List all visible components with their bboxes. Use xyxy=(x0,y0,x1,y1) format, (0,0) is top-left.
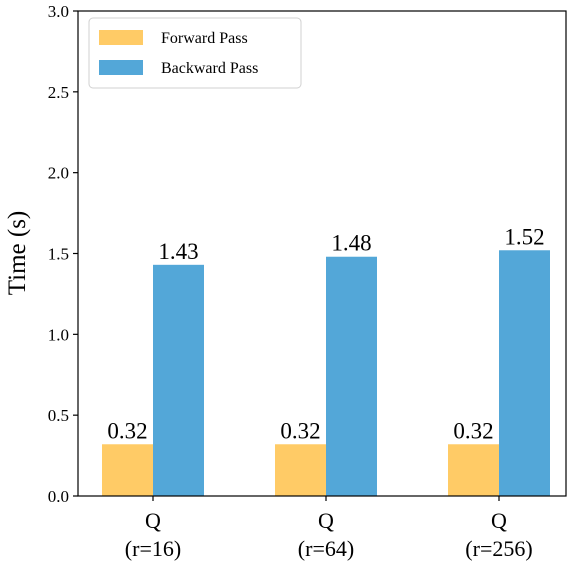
y-tick-label: 2.5 xyxy=(48,83,69,102)
x-category-label: Q xyxy=(145,508,161,533)
bar-backward-2 xyxy=(499,250,550,496)
x-category-label: (r=16) xyxy=(125,536,181,561)
y-axis: 0.0 0.5 1.0 1.5 2.0 2.5 3.0 xyxy=(48,2,78,506)
x-category-label: Q xyxy=(491,508,507,533)
data-label: 0.32 xyxy=(107,418,147,443)
data-label: 1.43 xyxy=(158,239,198,264)
y-axis-title: Time (s) xyxy=(4,211,31,296)
legend: Forward Pass Backward Pass xyxy=(88,17,302,89)
data-labels: 0.32 0.32 0.32 1.43 1.48 1.52 xyxy=(107,224,544,443)
bar-forward-1 xyxy=(275,444,326,496)
legend-box xyxy=(88,17,302,89)
x-category-label: (r=64) xyxy=(298,536,354,561)
data-label: 0.32 xyxy=(280,418,320,443)
x-axis: Q (r=16) Q (r=64) Q (r=256) xyxy=(125,496,533,561)
data-label: 1.48 xyxy=(331,231,371,256)
bar-backward-1 xyxy=(326,256,377,496)
bar-backward-0 xyxy=(153,264,204,496)
legend-label: Backward Pass xyxy=(161,60,258,77)
legend-swatch-0 xyxy=(99,30,143,45)
legend-label: Forward Pass xyxy=(161,30,248,47)
plot-frame xyxy=(77,10,567,497)
bars xyxy=(102,250,550,496)
legend-swatch-1 xyxy=(99,60,143,75)
x-category-label: (r=256) xyxy=(465,536,532,561)
y-tick-label: 0.5 xyxy=(48,406,69,425)
data-label: 0.32 xyxy=(453,418,493,443)
y-tick-label: 0.0 xyxy=(48,487,69,506)
bar-forward-2 xyxy=(448,444,499,496)
y-tick-label: 3.0 xyxy=(48,2,69,21)
y-tick-label: 2.0 xyxy=(48,164,69,183)
y-tick-label: 1.5 xyxy=(48,245,69,264)
bar-forward-0 xyxy=(102,444,153,496)
y-tick-label: 1.0 xyxy=(48,325,69,344)
x-category-label: Q xyxy=(318,508,334,533)
data-label: 1.52 xyxy=(504,224,544,249)
